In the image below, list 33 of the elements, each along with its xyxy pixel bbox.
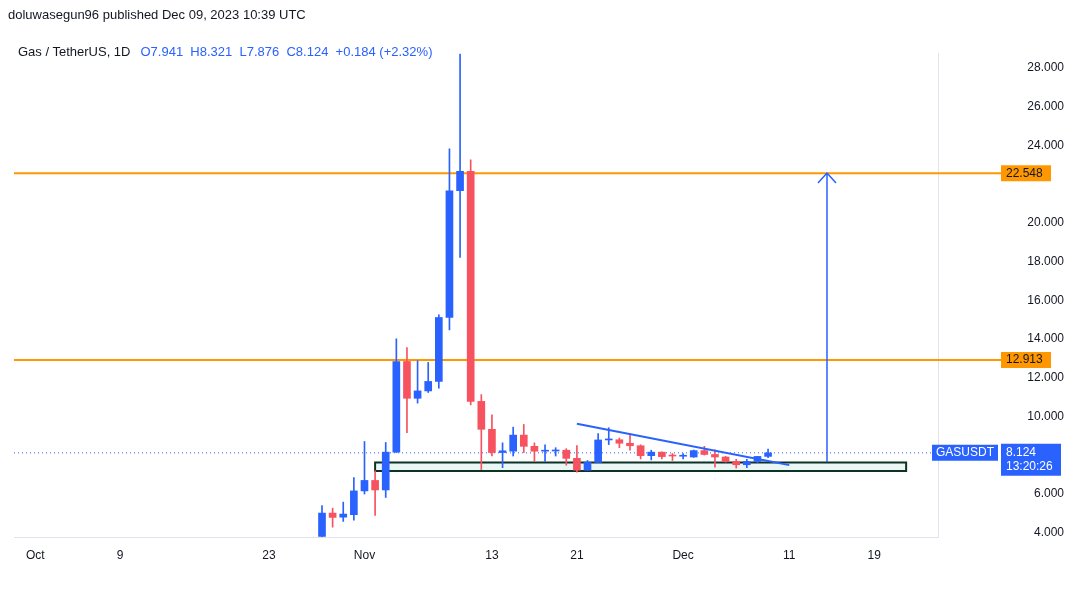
y-tick-label: 16.000 (1027, 292, 1065, 307)
x-tick-label: 19 (867, 548, 882, 563)
candlestick (371, 470, 379, 516)
x-tick-label: Nov (353, 548, 376, 563)
candlestick (711, 449, 719, 468)
y-tick-label: 6.000 (1033, 486, 1065, 501)
x-tick-label: 11 (783, 548, 796, 563)
candlestick (456, 53, 464, 258)
candlestick (339, 501, 348, 522)
y-tick-label: 14.000 (1027, 331, 1065, 346)
y-tick-label: 10.000 (1027, 408, 1065, 423)
text: 8.124 (1006, 445, 1037, 460)
y-tick-label: 4.000 (1033, 525, 1065, 540)
ref-line-label: 12.913 (1006, 352, 1044, 367)
x-tick-label: Dec (672, 548, 694, 563)
x-tick-label: 21 (570, 548, 584, 563)
x-tick-label: 9 (116, 548, 124, 563)
x-tick-label: 23 (262, 548, 276, 563)
candlestick (626, 433, 634, 451)
x-tick-label: 13 (485, 548, 499, 563)
ref-line-label: 22.548 (1006, 165, 1044, 180)
y-tick-label: 28.000 (1027, 60, 1065, 75)
chart-subtitle: O7.941 H8.321 L7.876 C8.124 +0.184 (+2.32%) (140, 44, 433, 59)
y-tick-label: 24.000 (1027, 137, 1065, 152)
x-tick-label: Oct (25, 548, 46, 563)
chart-title: Gas / TetherUS, 1D (18, 44, 131, 59)
text: doluwasegun96 published Dec 09, 2023 10:39 UTC (8, 7, 307, 24)
ref-line-label: GASUSDT (935, 445, 995, 460)
y-tick-label: 12.000 (1027, 370, 1065, 385)
y-tick-label: 26.000 (1027, 98, 1065, 113)
text: 13:20:26 (1006, 459, 1054, 474)
y-tick-label: 18.000 (1027, 253, 1065, 268)
y-tick-label: 20.000 (1027, 215, 1065, 230)
